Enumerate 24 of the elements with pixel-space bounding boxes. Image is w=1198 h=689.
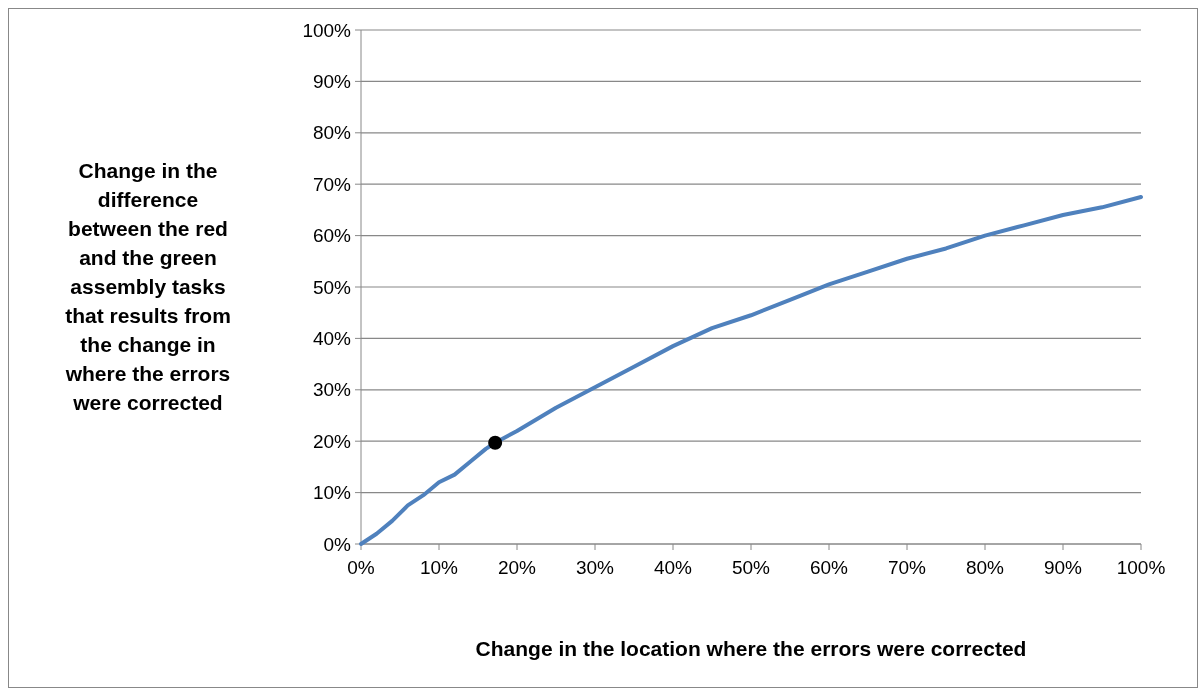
y-tick-label: 90% [312,71,352,93]
x-tick-label: 90% [1043,557,1083,578]
y-tick-label: 30% [312,379,352,401]
x-tick-label: 0% [347,557,375,578]
y-tick-label: 40% [312,328,352,350]
x-tick-label: 40% [653,557,693,578]
y-tick-label: 80% [312,122,352,144]
x-tick-label: 80% [965,557,1005,578]
x-axis-title: Change in the location where the errors were corrected [475,637,1027,660]
y-tick-label: 60% [312,225,352,247]
text: Change in the difference between the red and the green assembly tasks that results from the change in where the errors were corrected [65,159,231,415]
x-tick-label: 50% [731,557,771,578]
y-tick-label: 10% [312,482,352,504]
y-tick-label: 0% [323,533,352,555]
y-tick-label: 20% [312,430,352,452]
x-tick-label: 60% [809,557,849,578]
x-tick-label: 30% [575,557,615,578]
y-tick-label: 50% [312,276,352,298]
x-tick-label: 100% [1116,557,1166,578]
x-tick-label: 70% [887,557,927,578]
y-tick-label: 70% [312,173,352,195]
x-tick-label: 20% [497,557,537,578]
y-tick-label: 100% [302,19,352,41]
x-tick-label: 10% [419,557,459,578]
